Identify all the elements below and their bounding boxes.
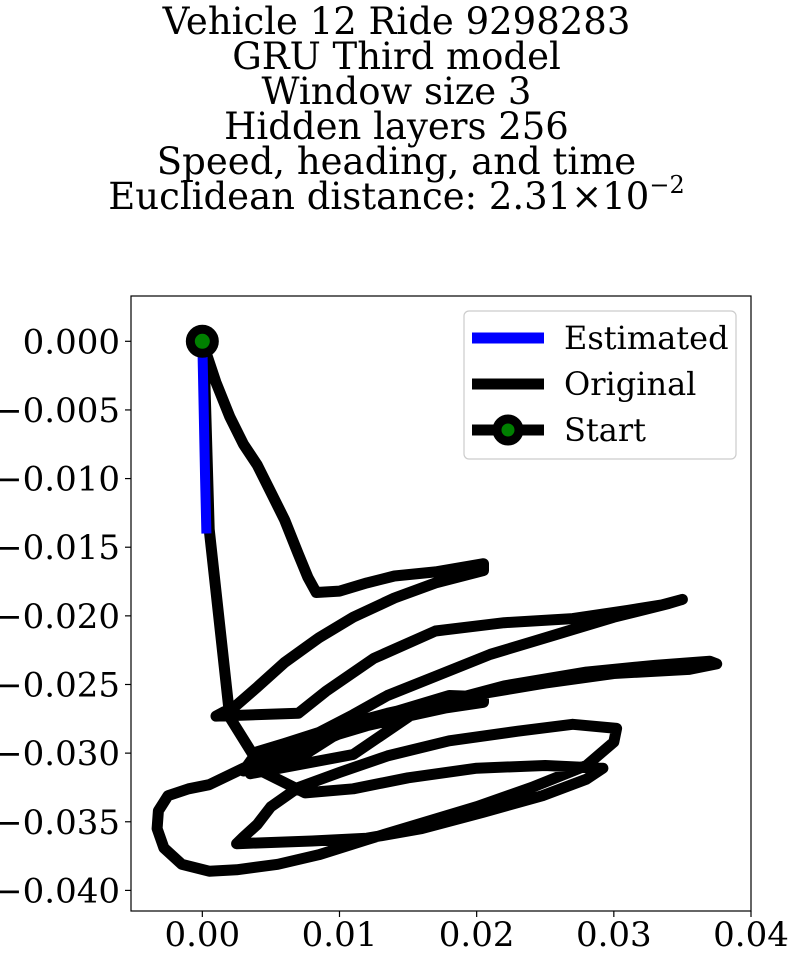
title-line-vehicle: Vehicle 12 Ride 9298283 bbox=[162, 0, 631, 43]
x-tick-label: 0.03 bbox=[576, 915, 652, 955]
title-line-hidden: Hidden layers 256 bbox=[224, 105, 569, 148]
chart-title: Vehicle 12 Ride 9298283 GRU Third model … bbox=[0, 0, 793, 215]
y-tick-label: −0.025 bbox=[0, 665, 120, 705]
y-tick-label: −0.030 bbox=[0, 734, 120, 774]
series-estimated-line bbox=[197, 341, 212, 534]
title-line-model: GRU Third model bbox=[232, 35, 561, 78]
start-point-marker bbox=[185, 324, 219, 358]
x-tick-label: 0.04 bbox=[713, 915, 789, 955]
legend-original-label: Original bbox=[564, 365, 696, 403]
y-tick-label: −0.005 bbox=[0, 391, 120, 431]
y-tick-label: 0.000 bbox=[23, 322, 120, 362]
distance-mantissa: 2.31 bbox=[488, 175, 572, 218]
series-original-line bbox=[151, 335, 723, 877]
y-tick-label: −0.010 bbox=[0, 460, 120, 500]
legend-box bbox=[463, 310, 737, 460]
plot-frame bbox=[130, 295, 752, 912]
legend-estimated-label: Estimated bbox=[564, 319, 729, 357]
legend-start-label: Start bbox=[564, 411, 646, 449]
distance-base: 10 bbox=[602, 175, 650, 218]
x-tick-label: 0.00 bbox=[164, 915, 240, 955]
distance-label: Euclidean distance: bbox=[108, 175, 489, 218]
y-tick-label: −0.035 bbox=[0, 803, 120, 843]
x-tick-label: 0.02 bbox=[439, 915, 515, 955]
y-tick-label: −0.040 bbox=[0, 871, 120, 911]
title-line-distance: Euclidean distance: 2.31×10−2 bbox=[0, 173, 793, 215]
legend: Estimated Original Start bbox=[463, 310, 737, 460]
x-tick-label: 0.01 bbox=[302, 915, 378, 955]
y-axis: 0.000 −0.005 −0.010 −0.015 −0.020 −0.025 −0.03… bbox=[0, 322, 131, 911]
legend-start-marker bbox=[492, 414, 524, 446]
y-tick-label: −0.020 bbox=[0, 597, 120, 637]
distance-times: × bbox=[571, 175, 603, 218]
x-axis: 0.00 0.01 0.02 0.03 0.04 bbox=[164, 911, 789, 955]
y-tick-label: −0.015 bbox=[0, 528, 120, 568]
plot-lines bbox=[151, 324, 723, 877]
distance-exponent: −2 bbox=[649, 171, 685, 199]
title-line-features: Speed, heading, and time bbox=[156, 140, 637, 183]
title-line-window: Window size 3 bbox=[261, 70, 532, 113]
